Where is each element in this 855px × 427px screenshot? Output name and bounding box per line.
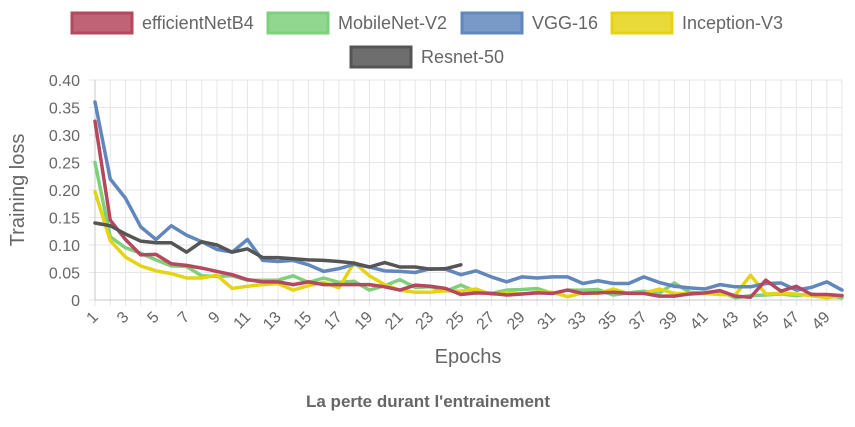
y-tick-label: 0.05 bbox=[49, 266, 80, 283]
x-tick-label: 9 bbox=[205, 309, 223, 327]
x-tick-label: 23 bbox=[413, 309, 438, 334]
legend-item-mobilenet-v2[interactable]: MobileNet-V2 bbox=[266, 11, 447, 35]
x-tick-label: 49 bbox=[809, 309, 834, 334]
y-tick-label: 0.25 bbox=[49, 156, 80, 173]
legend: efficientNetB4 MobileNet-V2 VGG-16 Inceptio… bbox=[70, 11, 783, 69]
legend-label: Resnet-50 bbox=[421, 47, 504, 67]
x-tick-label: 19 bbox=[352, 309, 377, 334]
y-tick-label: 0.15 bbox=[49, 211, 80, 228]
x-tick-label: 1 bbox=[84, 309, 102, 327]
x-tick-label: 3 bbox=[114, 309, 132, 327]
x-tick-label: 13 bbox=[260, 309, 285, 334]
y-tick-label: 0.40 bbox=[49, 73, 80, 90]
y-tick-label: 0.20 bbox=[49, 183, 80, 200]
legend-swatch bbox=[349, 45, 413, 69]
y-axis-title: Training loss bbox=[7, 134, 29, 247]
legend-label: VGG-16 bbox=[532, 13, 598, 33]
x-axis-title: Epochs bbox=[435, 346, 502, 368]
y-tick-label: 0.10 bbox=[49, 238, 80, 255]
x-tick-label: 27 bbox=[474, 309, 499, 334]
x-tick-label: 31 bbox=[535, 309, 560, 334]
x-tick-label: 17 bbox=[321, 309, 346, 334]
legend-item-vgg-16[interactable]: VGG-16 bbox=[460, 11, 598, 35]
x-tick-label: 29 bbox=[504, 309, 529, 334]
series-lines bbox=[93, 100, 844, 300]
x-axis-ticks: 1 3 5 7 9 11 13 15 17 19 21 23 25 27 29 31 33 35 37 39 41 43 4… bbox=[84, 309, 834, 334]
legend-label: Inception-V3 bbox=[682, 13, 783, 33]
x-tick-label: 11 bbox=[231, 309, 255, 333]
y-tick-label: 0 bbox=[71, 293, 80, 310]
x-tick-label: 25 bbox=[443, 309, 468, 334]
legend-item-inception-v3[interactable]: Inception-V3 bbox=[610, 11, 783, 35]
chart-caption: La perte durant l'entrainement bbox=[306, 392, 550, 411]
x-tick-label: 43 bbox=[718, 309, 743, 334]
series-line-resnet-50 bbox=[93, 221, 463, 271]
x-tick-label: 7 bbox=[175, 309, 193, 327]
x-tick-label: 47 bbox=[778, 309, 803, 334]
legend-swatch bbox=[266, 11, 330, 35]
legend-label: MobileNet-V2 bbox=[338, 13, 447, 33]
series-line-vgg-16 bbox=[93, 100, 844, 292]
x-tick-label: 35 bbox=[596, 309, 621, 334]
x-tick-label: 5 bbox=[144, 309, 162, 327]
x-tick-label: 41 bbox=[687, 309, 712, 334]
legend-item-efficientnetb4[interactable]: efficientNetB4 bbox=[70, 11, 254, 35]
series-line-efficientnetb4 bbox=[93, 119, 844, 299]
x-tick-label: 21 bbox=[382, 309, 407, 334]
legend-swatch bbox=[610, 11, 674, 35]
x-tick-label: 37 bbox=[626, 309, 651, 334]
legend-label: efficientNetB4 bbox=[142, 13, 254, 33]
y-axis-ticks: 0 0.05 0.10 0.15 0.20 0.25 0.30 0.35 0.40 bbox=[49, 73, 80, 310]
y-tick-label: 0.35 bbox=[49, 101, 80, 118]
x-tick-label: 45 bbox=[748, 309, 773, 334]
legend-item-resnet-50[interactable]: Resnet-50 bbox=[349, 45, 504, 69]
x-tick-label: 33 bbox=[565, 309, 590, 334]
x-tick-label: 39 bbox=[657, 309, 682, 334]
series-line-inception-v3 bbox=[93, 189, 844, 300]
x-tick-label: 15 bbox=[291, 309, 316, 334]
legend-swatch bbox=[70, 11, 134, 35]
y-tick-label: 0.30 bbox=[49, 128, 80, 145]
legend-swatch bbox=[460, 11, 524, 35]
